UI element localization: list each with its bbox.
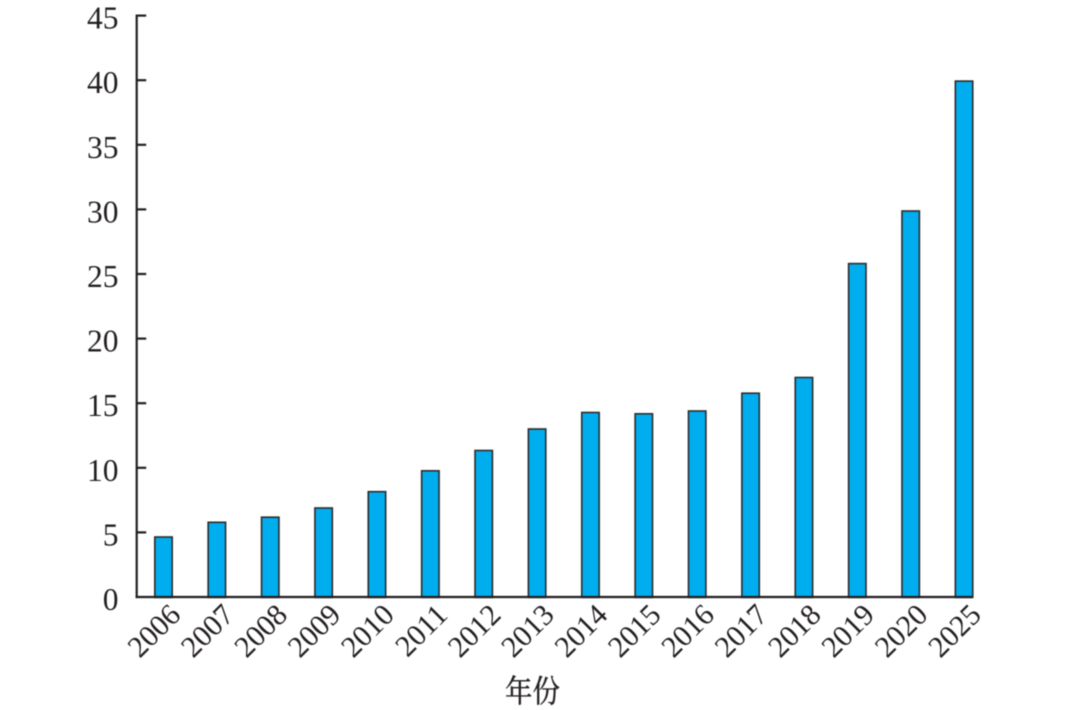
svg-text:2018: 2018 (762, 598, 828, 664)
svg-text:15: 15 (87, 388, 119, 423)
svg-text:40: 40 (87, 65, 119, 100)
svg-text:2009: 2009 (281, 598, 347, 664)
svg-text:20: 20 (87, 324, 119, 359)
svg-text:2007: 2007 (175, 598, 241, 664)
svg-text:2008: 2008 (228, 598, 294, 664)
svg-text:0: 0 (103, 582, 119, 617)
svg-text:2020: 2020 (869, 598, 935, 664)
svg-text:35: 35 (87, 130, 119, 165)
svg-text:25: 25 (87, 259, 119, 294)
svg-text:45: 45 (87, 1, 119, 36)
svg-text:2015: 2015 (602, 598, 668, 664)
svg-text:2010: 2010 (335, 598, 401, 664)
svg-text:2014: 2014 (548, 598, 614, 664)
svg-text:2011: 2011 (389, 598, 454, 663)
svg-text:2013: 2013 (495, 598, 561, 664)
svg-text:2017: 2017 (708, 598, 774, 664)
svg-text:2006: 2006 (121, 598, 187, 664)
svg-text:2025: 2025 (922, 598, 988, 664)
svg-text:30: 30 (87, 194, 119, 229)
svg-text:5: 5 (103, 517, 119, 552)
svg-text:2016: 2016 (655, 598, 721, 664)
svg-text:10: 10 (87, 453, 119, 488)
svg-text:2019: 2019 (815, 598, 881, 664)
svg-text:2012: 2012 (442, 598, 508, 664)
